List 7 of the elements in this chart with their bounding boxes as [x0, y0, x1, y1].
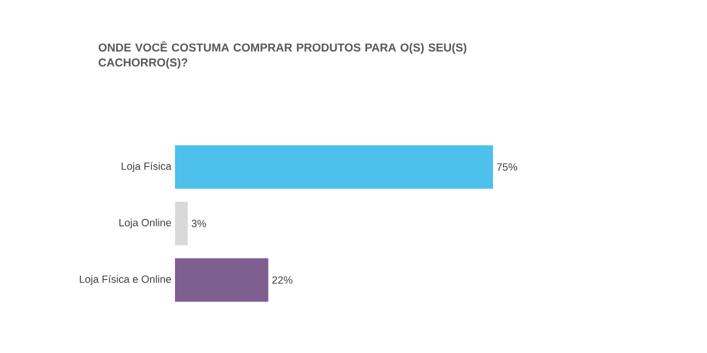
data-label: 3%: [192, 220, 206, 228]
data-label: 22%: [272, 276, 292, 284]
data-label: 75%: [497, 163, 518, 171]
y-tick-label: Loja Online: [119, 218, 171, 228]
y-tick-label: Loja Física e Online: [80, 275, 171, 285]
chart-title: ONDE VOCÊ COSTUMA COMPRAR PRODUTOS PARA O(S) SEU(S) CACHORRO(S)?: [98, 41, 466, 69]
y-tick-label: Loja Física: [122, 162, 172, 172]
